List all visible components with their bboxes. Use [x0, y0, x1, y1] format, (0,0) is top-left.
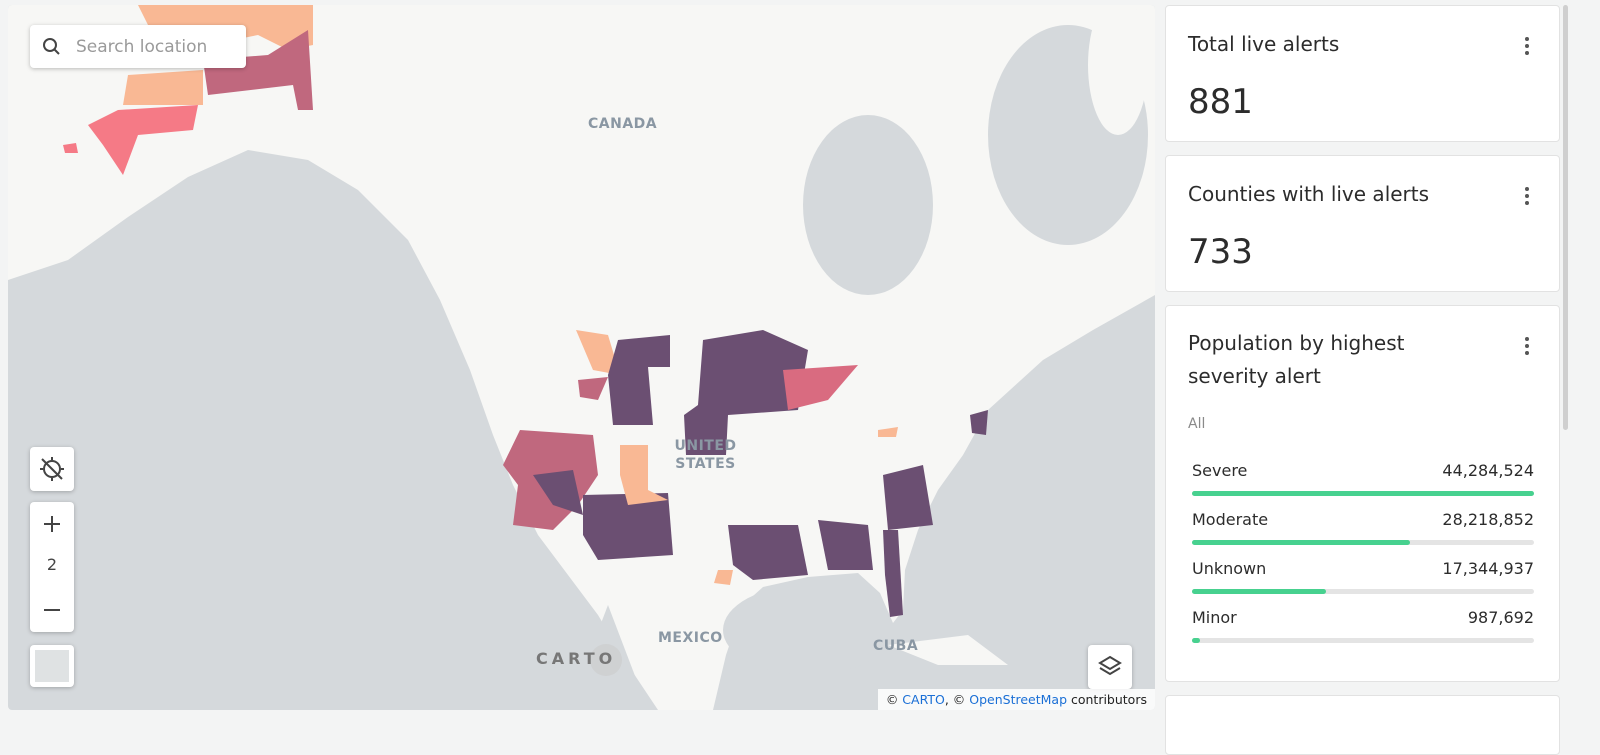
widget-title: Population by highest severity alert: [1188, 331, 1405, 388]
attribution-link: CARTO: [902, 692, 945, 707]
severity-value: 28,218,852: [1442, 510, 1534, 529]
bar: [1192, 540, 1410, 545]
basemap-thumb: [35, 650, 69, 682]
bar: [1192, 638, 1200, 643]
widget-value: 733: [1188, 232, 1253, 272]
widget-card: [1165, 695, 1560, 755]
page: CANADA UNITED STATES MEXICO CUBA CARTO S…: [8, 5, 1568, 755]
severity-label: Minor: [1192, 608, 1237, 627]
locate-icon: [40, 457, 64, 481]
gulf: [723, 585, 893, 675]
map-label: CUBA: [873, 638, 919, 654]
severity-label: Severe: [1192, 461, 1248, 480]
layers-icon: [1098, 655, 1122, 676]
menu-button[interactable]: [1525, 37, 1529, 58]
severity-value: 44,284,524: [1442, 461, 1534, 480]
layers-button[interactable]: [1088, 645, 1132, 689]
severity-value: 987,692: [1467, 608, 1534, 627]
logo-dot: [590, 644, 622, 676]
zoom-in[interactable]: [30, 502, 74, 546]
alert-areas: [63, 5, 988, 617]
zoom-level: 2: [46, 555, 58, 574]
attribution-text: contributors: [1067, 692, 1147, 707]
search-box[interactable]: Search location: [30, 25, 246, 68]
widget-value: 881: [1188, 82, 1253, 122]
widget-title: Total live alerts: [1188, 32, 1340, 56]
widget-card: Counties with live alerts 733: [1165, 155, 1560, 292]
zoom-out[interactable]: [30, 588, 74, 632]
widget-title: Counties with live alerts: [1188, 182, 1430, 206]
bar-track: [1192, 540, 1534, 545]
bar-track: [1192, 638, 1534, 643]
map-canvas: [8, 5, 1155, 710]
menu-button[interactable]: [1525, 187, 1529, 208]
widget-card: Population by highest severity alert All…: [1165, 305, 1560, 682]
bar-track: [1192, 589, 1534, 594]
map[interactable]: CANADA UNITED STATES MEXICO CUBA CARTO S…: [8, 5, 1155, 710]
severity-label: Unknown: [1192, 559, 1267, 578]
filter-label: All: [1188, 416, 1206, 432]
search-icon: [43, 38, 60, 55]
attribution-text: , ©: [944, 692, 970, 707]
severity-value: 17,344,937: [1442, 559, 1534, 578]
severity-label: Moderate: [1192, 510, 1269, 529]
bar: [1192, 589, 1326, 594]
widget-card: Total live alerts 881: [1165, 5, 1560, 142]
attribution-text: ©: [885, 692, 903, 707]
scrollbar[interactable]: [1563, 5, 1568, 430]
cuba-land: [888, 635, 1008, 665]
locate-button[interactable]: [30, 447, 74, 491]
menu-button[interactable]: [1525, 337, 1529, 358]
zoom-control: 2: [30, 502, 74, 632]
bar-track: [1192, 491, 1534, 496]
attribution-link: OpenStreetMap: [969, 692, 1067, 707]
greenland: [1088, 5, 1148, 135]
basemap-button[interactable]: [30, 645, 74, 687]
carto-logo: CARTO: [536, 649, 617, 668]
map-label: CANADA: [588, 116, 658, 132]
map-label: UNITED STATES: [674, 438, 737, 472]
map-label: MEXICO: [658, 630, 723, 646]
search-placeholder: Search location: [76, 37, 208, 57]
hudson-bay: [803, 115, 933, 295]
bar: [1192, 491, 1534, 496]
attribution: © CARTO, © OpenStreetMap contributors: [877, 689, 1155, 710]
